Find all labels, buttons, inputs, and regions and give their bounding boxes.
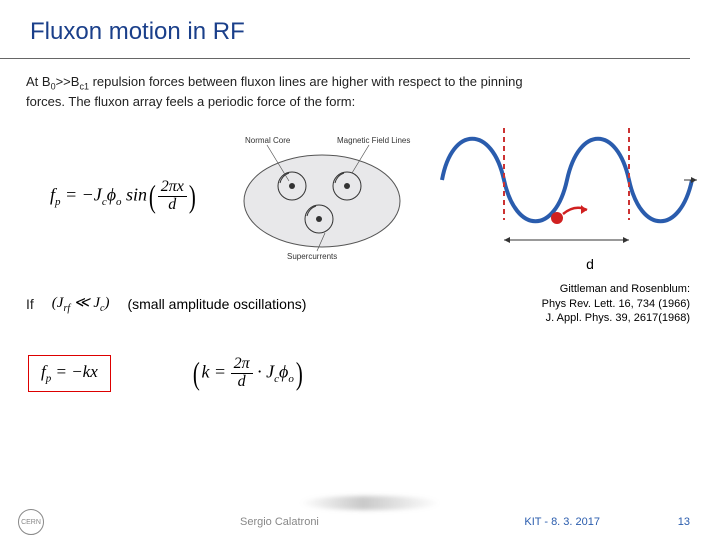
equation-fp: fp = −Jcϕo sin(2πxd) — [40, 172, 207, 221]
para-frag: >>B — [56, 74, 80, 89]
small-amplitude-label: (small amplitude oscillations) — [127, 296, 306, 312]
para-frag: At B — [26, 74, 51, 89]
eq-sin: sin — [122, 184, 148, 204]
equation-k-def: (k = 2πd · Jcϕo) — [191, 355, 305, 392]
jc: J — [93, 295, 100, 311]
equation-row-2: fp = −kx (k = 2πd · Jcϕo) — [0, 325, 720, 392]
para-line2: forces. The fluxon array feels a periodi… — [26, 94, 355, 109]
fluxon-lattice-diagram: Normal Core Magnetic Field Lines Supercu… — [227, 131, 417, 261]
ll: ≪ — [70, 295, 93, 311]
label-mag-field: Magnetic Field Lines — [337, 136, 410, 145]
k-frac: 2πd — [231, 356, 253, 391]
paren-r: ) — [189, 178, 196, 215]
eq-frac: 2πxd — [158, 179, 187, 214]
k-o: o — [288, 373, 294, 385]
citation-line: Phys Rev. Lett. 16, 734 (1966) — [542, 297, 690, 311]
cern-logo-icon: CERN — [18, 509, 44, 535]
citation-block: Gittleman and Rosenblum: Phys Rev. Lett.… — [542, 282, 700, 325]
slide-footer: CERN Sergio Calatroni KIT - 8. 3. 2017 1… — [0, 504, 720, 540]
sub-c1: c1 — [79, 82, 89, 92]
slide-title: Fluxon motion in RF — [0, 0, 720, 46]
sine-well-diagram — [437, 120, 717, 260]
eq-phi: ϕ — [107, 184, 116, 204]
equation-fp-linear: fp = −kx — [28, 355, 111, 391]
label-supercurrents: Supercurrents — [287, 252, 337, 261]
footer-venue: KIT - 8. 3. 2017 — [524, 516, 600, 528]
k-den: d — [231, 374, 253, 391]
k-phi: ϕ — [279, 362, 288, 382]
para-frag: repulsion forces between fluxon lines ar… — [89, 74, 523, 89]
eq-frac-den: d — [158, 197, 187, 214]
k-num: 2π — [231, 356, 253, 374]
citation-line: Gittleman and Rosenblum: — [542, 282, 690, 296]
intro-paragraph: At B0>>Bc1 repulsion forces between flux… — [0, 59, 720, 110]
pr: ) — [104, 295, 109, 311]
mid-row: If (Jrf ≪ Jc) (small amplitude oscillati… — [0, 272, 720, 325]
pr: ) — [296, 355, 303, 392]
paren-l: ( — [149, 178, 156, 215]
pl: ( — [193, 355, 200, 392]
eq2-rhs: = −kx — [51, 362, 98, 381]
footer-author: Sergio Calatroni — [240, 516, 319, 528]
citation-line: J. Appl. Phys. 39, 2617(1968) — [542, 311, 690, 325]
content-row-1: fp = −Jcϕo sin(2πxd) Normal Core Magneti… — [0, 110, 720, 272]
eq-frac-num: 2πx — [158, 179, 187, 197]
sine-well-column: d — [437, 120, 717, 272]
k-mid: · J — [253, 362, 275, 382]
eq-mid: = −J — [61, 184, 102, 204]
footer-page-number: 13 — [678, 516, 690, 528]
if-label: If — [26, 296, 34, 312]
condition-jrf: (Jrf ≪ Jc) — [52, 293, 110, 314]
label-normal-core: Normal Core — [245, 136, 291, 145]
